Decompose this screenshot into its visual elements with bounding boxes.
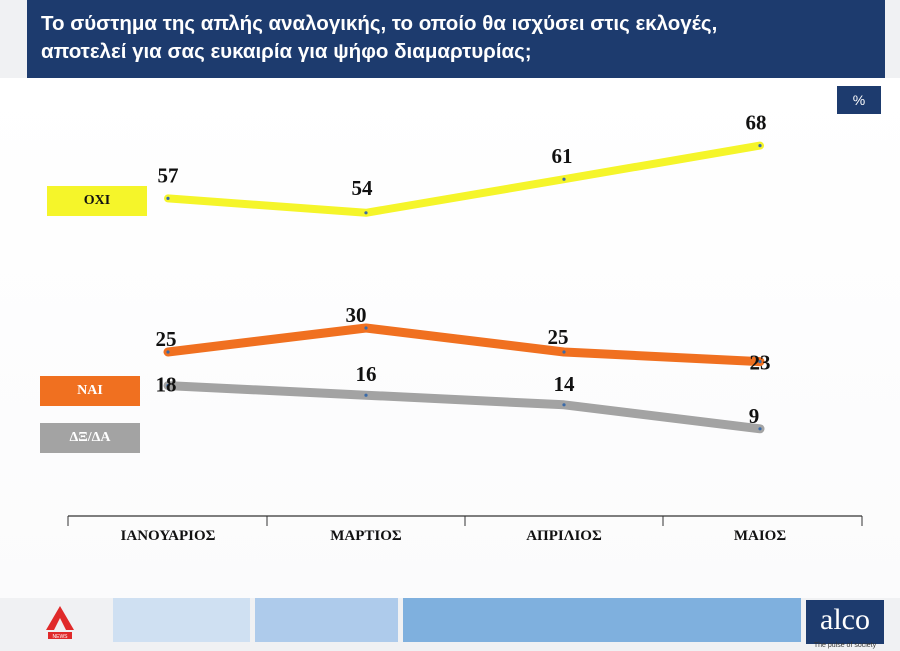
data-label: 61 (552, 144, 573, 168)
data-label: 57 (158, 163, 179, 187)
chart-title-line1: Το σύστημα της απλής αναλογικής, το οποί… (41, 12, 718, 35)
alco-logo: alco (806, 600, 884, 644)
data-label: 23 (750, 351, 771, 375)
footer-strip-2 (255, 598, 398, 642)
alco-tagline: The pulse of society (813, 642, 877, 649)
x-tick-label: ΜΑΡΤΙΟΣ (330, 528, 402, 544)
data-point (758, 360, 762, 364)
data-point (562, 177, 566, 181)
data-point (562, 350, 566, 354)
legend-oxi: ΟΧΙ (47, 186, 147, 216)
data-point (364, 211, 368, 215)
data-label: 14 (554, 372, 576, 396)
chart-title-bar: Το σύστημα της απλής αναλογικής, το οποί… (27, 0, 885, 78)
series-line-2 (163, 381, 765, 434)
data-point (364, 326, 368, 330)
data-point (758, 427, 762, 431)
data-point (364, 393, 368, 397)
news-logo-icon: NEWS (46, 606, 74, 640)
data-label: 54 (352, 176, 374, 200)
data-label: 25 (156, 327, 177, 351)
footer-strip-1 (113, 598, 250, 642)
x-tick-label: ΙΑΝΟΥΑΡΙΟΣ (121, 528, 216, 544)
data-label: 30 (346, 303, 367, 327)
series-line-0 (164, 141, 764, 217)
svg-text:NEWS: NEWS (53, 634, 69, 640)
legend-nai: ΝΑΙ (40, 376, 140, 406)
data-point (166, 196, 170, 200)
data-point (166, 384, 170, 388)
x-tick-label: ΑΠΡΙΛΙΟΣ (526, 528, 602, 544)
data-label: 18 (156, 373, 177, 397)
data-label: 68 (746, 111, 767, 135)
line-chart: ΙΑΝΟΥΑΡΙΟΣ ΜΑΡΤΙΟΣ ΑΠΡΙΛΙΟΣ ΜΑΙΟΣ 57 54 61 68 25… (67, 111, 863, 544)
data-label: 9 (749, 404, 760, 428)
legend-dxda: ΔΞ/ΔΑ (40, 423, 140, 453)
data-point (166, 350, 170, 354)
data-label: 16 (356, 362, 377, 386)
data-point (562, 403, 566, 407)
chart-title-line2: αποτελεί για σας ευκαιρία για ψήφο διαμα… (41, 40, 532, 63)
series-line-1 (163, 323, 765, 367)
data-point (758, 144, 762, 148)
data-label: 25 (548, 325, 569, 349)
unit-badge: % (837, 86, 881, 114)
footer-strip-3 (403, 598, 801, 642)
x-tick-label: ΜΑΙΟΣ (734, 528, 786, 544)
